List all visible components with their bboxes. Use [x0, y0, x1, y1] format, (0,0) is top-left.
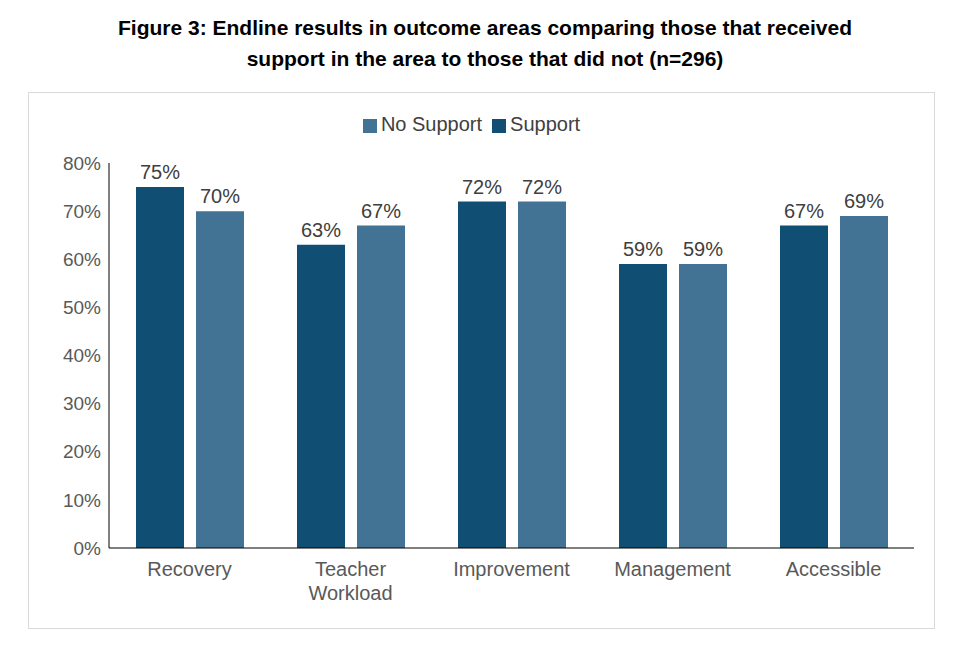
svg-text:69%: 69% — [844, 190, 884, 212]
html-text:No Support: No Support — [380, 113, 482, 135]
svg-text:50%: 50% — [63, 297, 101, 318]
svg-text:72%: 72% — [462, 176, 502, 198]
svg-text:70%: 70% — [200, 185, 240, 207]
html-text:Figure 3: Endline results in o: Figure 3: Endline results in outcome are… — [118, 16, 852, 70]
svg-text:70%: 70% — [63, 201, 101, 222]
svg-text:75%: 75% — [140, 161, 180, 183]
svg-text:20%: 20% — [63, 441, 101, 462]
svg-text:67%: 67% — [361, 200, 401, 222]
svg-text:72%: 72% — [522, 176, 562, 198]
svg-text:TeacherWorkload: TeacherWorkload — [308, 558, 392, 604]
svg-text:0%: 0% — [74, 538, 102, 559]
svg-text:30%: 30% — [63, 393, 101, 414]
svg-text:80%: 80% — [63, 153, 101, 174]
svg-text:Accessible: Accessible — [786, 558, 882, 580]
html-text:Support: Support — [510, 113, 581, 135]
svg-text:59%: 59% — [623, 238, 663, 260]
svg-text:63%: 63% — [301, 219, 341, 241]
svg-text:10%: 10% — [63, 490, 101, 511]
svg-text:60%: 60% — [63, 249, 101, 270]
svg-text:40%: 40% — [63, 345, 101, 366]
svg-text:Recovery: Recovery — [147, 558, 231, 580]
svg-text:Management: Management — [614, 558, 731, 580]
svg-text:67%: 67% — [784, 200, 824, 222]
svg-text:Improvement: Improvement — [453, 558, 570, 580]
svg-text:59%: 59% — [683, 238, 723, 260]
